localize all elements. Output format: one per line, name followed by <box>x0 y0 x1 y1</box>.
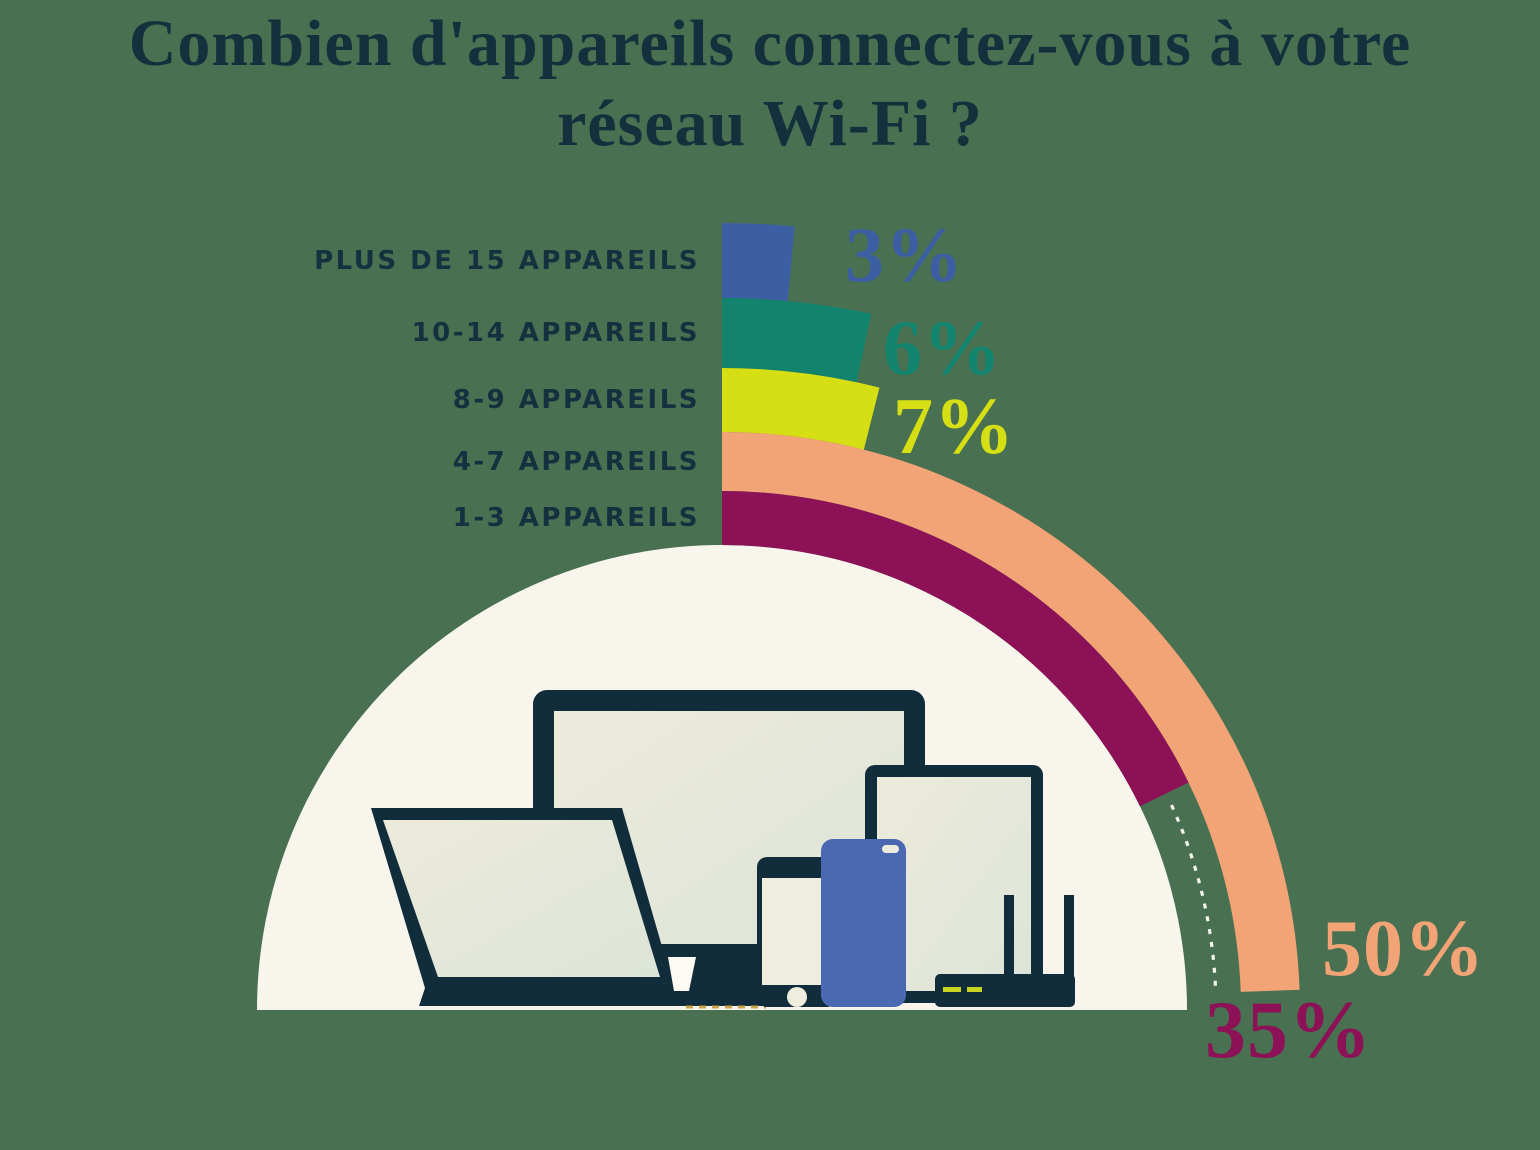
phone-home-button <box>787 987 807 1007</box>
laptop-screen <box>383 820 660 977</box>
radial-bar-7% <box>722 368 880 450</box>
value-label-50%: 50% <box>1322 905 1485 993</box>
wifi-router-icon <box>935 895 1075 1007</box>
leader-dashes <box>1170 804 1218 993</box>
page-title-line1: Combien d'appareils connectez-vous à vot… <box>128 7 1412 80</box>
blue-phone-body <box>821 839 906 1007</box>
smartphone-icon <box>757 857 837 1007</box>
blue-phone-camera <box>882 845 899 853</box>
router-body <box>935 974 1075 1007</box>
page-title: Combien d'appareils connectez-vous à vot… <box>0 4 1540 164</box>
page-title-line2: réseau Wi-Fi ? <box>557 87 983 160</box>
radial-bar-3% <box>722 223 795 301</box>
radial-bar-6% <box>722 298 872 383</box>
category-label-2: 10-14 APPAREILS <box>411 318 700 348</box>
dotted-leader-arc <box>1170 804 1218 993</box>
router-led-1 <box>943 987 961 992</box>
monitor-stand-neck <box>668 957 696 991</box>
value-label-35%: 35% <box>1205 984 1372 1075</box>
category-label-5: 1-3 APPAREILS <box>452 503 700 533</box>
laptop-base <box>419 988 767 1006</box>
category-label-1: PLUS DE 15 APPAREILS <box>314 245 700 276</box>
radial-bar-50% <box>722 432 1300 992</box>
category-label-4: 4-7 APPAREILS <box>452 446 700 477</box>
value-label-3%: 3% <box>845 211 964 298</box>
category-label-3: 8-9 APPAREILS <box>452 385 700 415</box>
radial-bars <box>722 223 1300 992</box>
smartphone-blue-icon <box>821 839 906 1007</box>
value-label-7%: 7% <box>893 383 1015 471</box>
radial-bar-35% <box>722 491 1189 807</box>
router-led-2 <box>967 987 982 992</box>
phone-screen <box>762 878 832 985</box>
laptop-icon <box>371 808 767 1009</box>
value-label-6%: 6% <box>883 304 1002 391</box>
devices-illustration <box>371 690 1075 1009</box>
router-antenna-left <box>1004 895 1014 977</box>
router-antenna-right <box>1064 895 1074 977</box>
